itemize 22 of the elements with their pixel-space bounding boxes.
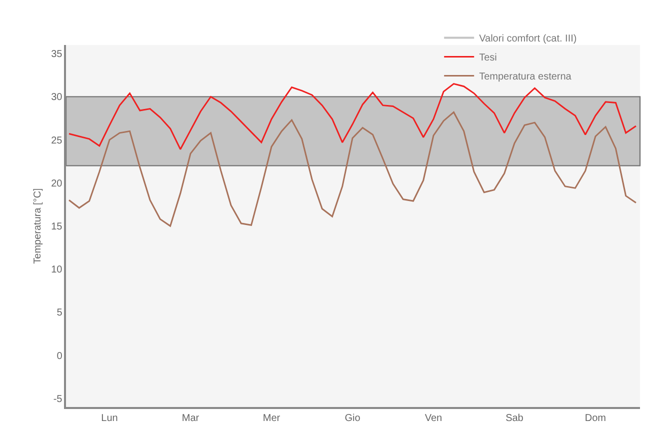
y-tick-label: 20 [51,178,63,190]
line-series [68,83,637,150]
x-tick-label: Mar [182,412,200,424]
x-tick-label: Lun [101,412,118,424]
x-tick-label: Dom [584,412,606,424]
line-series [68,111,637,227]
y-tick-label: -5 [53,394,63,405]
legend-label: Tesi [479,52,497,64]
y-tick-label: 35 [51,49,63,60]
x-tick-label: Gio [344,412,361,424]
y-tick-label: 0 [56,350,63,362]
x-tick-label: Sab [506,412,524,424]
y-axis-title: Temperatura [°C] [32,188,44,264]
y-tick-label: 10 [51,264,63,276]
y-tick-label: 15 [51,222,63,232]
legend-label: Valori comfort (cat. III) [479,34,577,45]
x-tick-label: Mer [262,412,281,424]
y-tick-label: 25 [51,135,63,146]
y-tick-label: 5 [56,308,63,319]
legend-label: Temperatura esterna [479,72,572,83]
y-tick-label: 30 [51,92,63,104]
x-tick-label: Ven [424,412,442,424]
